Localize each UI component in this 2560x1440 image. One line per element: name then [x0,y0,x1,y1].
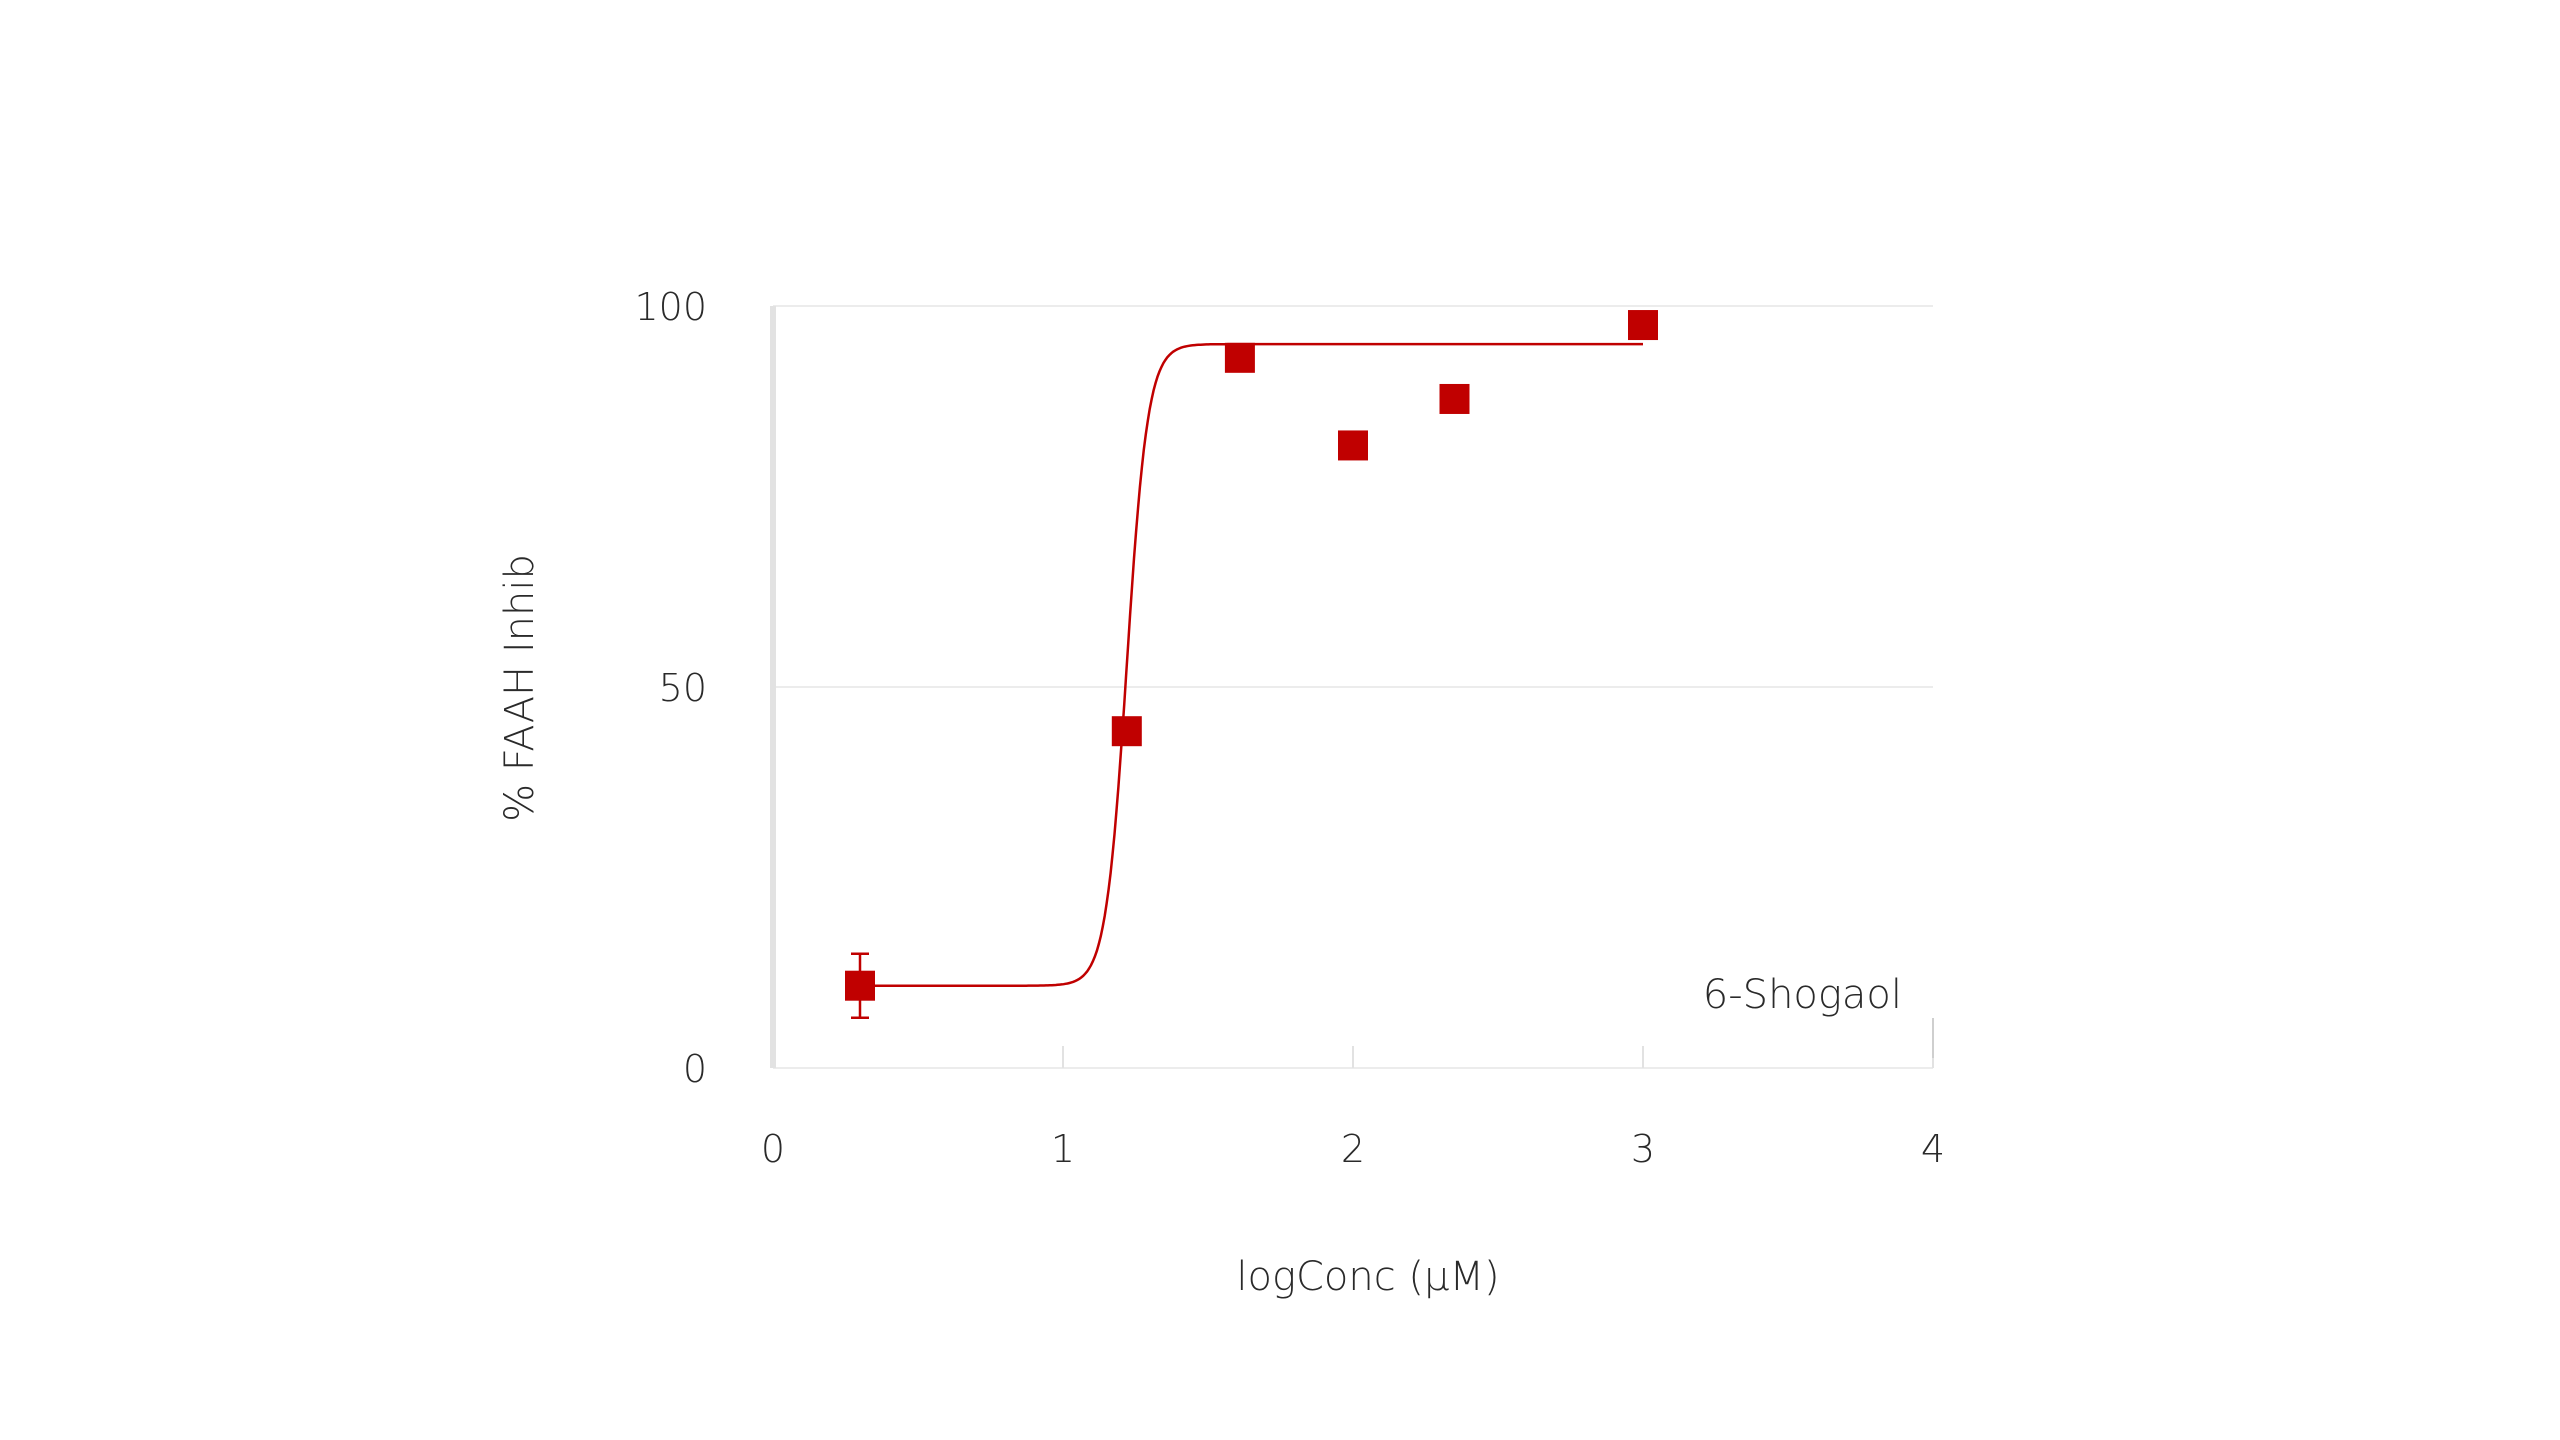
axis-layer [770,306,1934,1068]
series-annotation: 6-Shogaol [1703,972,1902,1018]
data-point [845,970,875,1001]
fit-layer [860,342,1643,987]
x-tick-label: 1 [1051,1127,1075,1171]
data-point [1628,310,1658,341]
y-axis-title: % FAAH Inhib [497,554,543,822]
x-axis-title: logConc (µM) [1236,1254,1499,1300]
marker-layer [845,310,1658,1019]
tick-label-layer: 0 50 100 0 1 2 3 4 [634,285,1945,1171]
data-point [1224,342,1255,373]
x-tick-label: 0 [761,1127,785,1171]
y-tick-label: 100 [634,285,707,329]
x-tick-label: 4 [1921,1127,1945,1171]
fit-curve [860,342,1643,987]
data-point [1338,430,1368,461]
data-point [1111,716,1142,747]
x-tick-label: 2 [1341,1127,1365,1171]
x-tick-label: 3 [1631,1127,1655,1171]
y-tick-label: 0 [683,1047,707,1091]
grid-layer [773,305,1933,1069]
y-tick-label: 50 [659,666,707,710]
data-point [1439,383,1470,414]
